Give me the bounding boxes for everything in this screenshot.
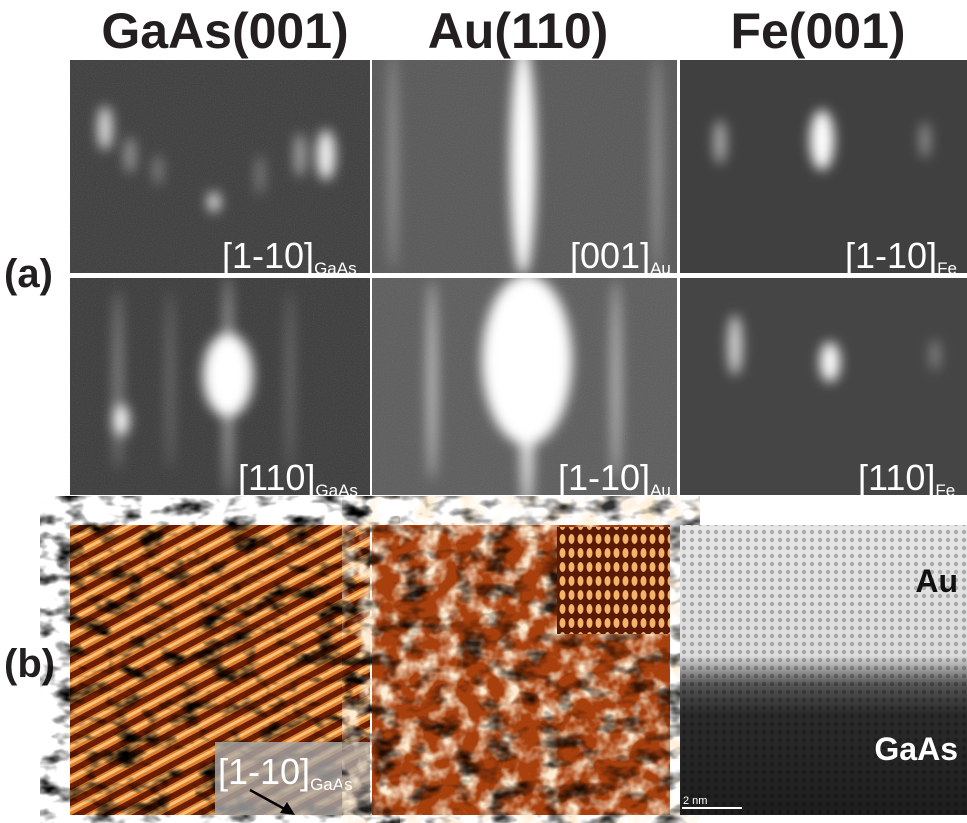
direction: [1-10] xyxy=(845,235,937,276)
rheed-image xyxy=(680,60,967,273)
tem-image: Au GaAs 2 nm xyxy=(680,525,967,815)
stm-image xyxy=(372,525,670,815)
stm-image: [1-10]GaAs xyxy=(70,525,370,815)
direction: [001] xyxy=(570,235,650,276)
rheed-image xyxy=(70,60,370,273)
direction: [1-10] xyxy=(222,235,314,276)
subscript: GaAs xyxy=(314,259,357,278)
inset xyxy=(557,527,670,634)
direction: [110] xyxy=(238,457,315,498)
subscript: Fe xyxy=(935,481,955,500)
column-header: GaAs(001) xyxy=(101,3,348,59)
direction-label: [1-10]GaAs xyxy=(222,235,357,278)
subscript: Fe xyxy=(937,259,957,278)
subscript: Au xyxy=(650,259,671,278)
direction-label: [1-10]GaAs xyxy=(218,751,353,794)
direction-label: [1-10]Fe xyxy=(845,235,957,278)
direction: [1-10] xyxy=(558,457,650,498)
arrowhead xyxy=(280,802,295,815)
subscript: GaAs xyxy=(310,775,353,794)
subscript: Au xyxy=(650,481,671,500)
direction-label: [110]Fe xyxy=(858,457,955,500)
rheed-image xyxy=(680,278,967,495)
scale-bar-label: 2 nm xyxy=(683,795,707,807)
subscript: GaAs xyxy=(315,481,358,500)
direction: [1-10] xyxy=(218,751,310,792)
direction-label: [1-10]Au xyxy=(558,457,671,500)
tem-label: Au xyxy=(915,563,958,599)
rheed-image xyxy=(70,278,370,495)
tem-label: GaAs xyxy=(874,731,958,767)
direction: [110] xyxy=(858,457,935,498)
column-header: Au(110) xyxy=(428,3,609,59)
rheed-image xyxy=(372,60,677,273)
rheed-image xyxy=(372,278,677,495)
panel-label: (a) xyxy=(4,252,53,296)
direction-label: [110]GaAs xyxy=(238,457,358,500)
direction-label: [001]Au xyxy=(570,235,671,278)
column-header: Fe(001) xyxy=(730,3,905,59)
panel-label: (b) xyxy=(4,642,55,686)
